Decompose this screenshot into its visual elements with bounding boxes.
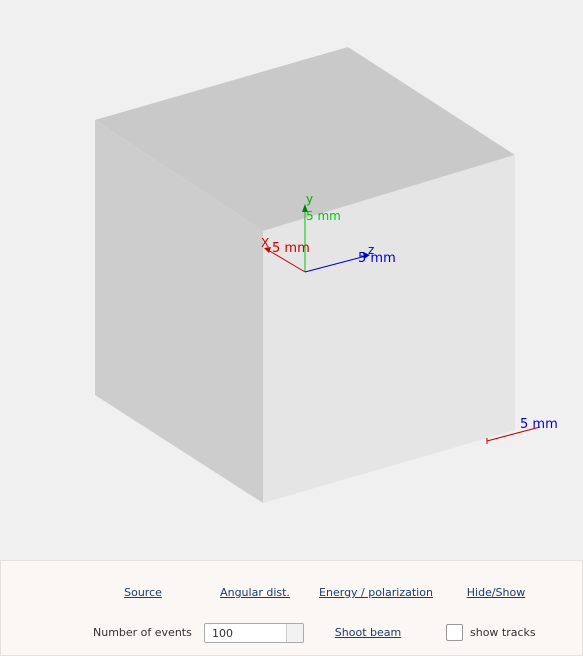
- z-length: 5 mm: [358, 251, 396, 266]
- z-name: z: [368, 243, 374, 257]
- x-name: X: [261, 236, 269, 250]
- tracks-label: show tracks: [470, 626, 536, 639]
- scale-label: 5 mm: [520, 417, 558, 432]
- angular-link[interactable]: Angular dist.: [220, 586, 290, 599]
- shoot-link[interactable]: Shoot beam: [334, 626, 402, 639]
- z-arrow: [363, 252, 370, 259]
- scale-bar: [486, 426, 541, 442]
- events-label: Number of events: [93, 626, 192, 639]
- viewer: y 5 mm X 5 mm z 5 mm 5 mm: [95, 47, 558, 503]
- hideshow-link[interactable]: Hide/Show: [466, 586, 526, 599]
- cube-left: [95, 120, 263, 503]
- events-input[interactable]: 100: [204, 623, 304, 643]
- spinner[interactable]: [286, 624, 303, 642]
- y-arrow: [302, 204, 308, 212]
- cube-right: [263, 155, 515, 503]
- x-arrow: [264, 247, 271, 253]
- y-name: y: [306, 192, 313, 206]
- cube-top: [95, 47, 515, 231]
- x-axis: [267, 249, 306, 273]
- y-length: 5 mm: [306, 209, 341, 223]
- tracks-checkbox[interactable]: [446, 624, 463, 641]
- z-axis: [304, 255, 367, 273]
- x-length: 5 mm: [272, 241, 310, 256]
- control-panel: Source Angular dist. Energy / polarizati…: [0, 560, 583, 656]
- source-link[interactable]: Source: [124, 586, 162, 599]
- energy-link[interactable]: Energy / polarization: [319, 586, 433, 599]
- events-value: 100: [212, 627, 233, 640]
